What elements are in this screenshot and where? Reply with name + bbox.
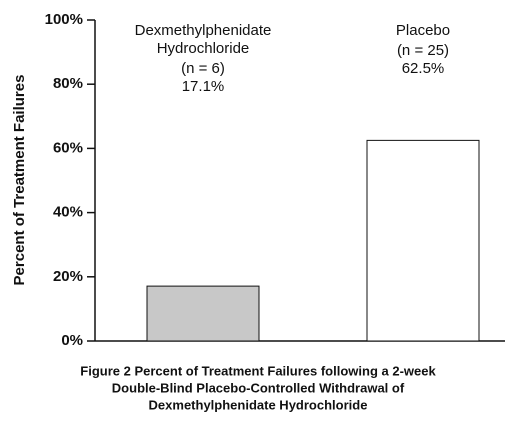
- n-label: (n = 25): [396, 42, 450, 59]
- caption: Dexmethylphenidate Hydrochloride: [149, 397, 368, 412]
- value-label: 62.5%: [401, 60, 445, 77]
- bar: [366, 139, 480, 342]
- caption: Double-Blind Placebo-Controlled Withdraw…: [112, 380, 405, 395]
- y-tick-label: 0%: [61, 332, 83, 349]
- bar: [146, 285, 260, 342]
- y-tick-label: 80%: [53, 75, 83, 92]
- y-tick-label: 20%: [53, 268, 83, 285]
- value-label: 17.1%: [181, 78, 225, 95]
- y-tick-label: 60%: [53, 139, 83, 156]
- category-label: Dexmethylphenidate Hydrochloride: [134, 22, 272, 57]
- y-axis-label: Percent of Treatment Failures: [11, 75, 28, 286]
- category-label: Placebo: [395, 22, 451, 39]
- n-label: (n = 6): [181, 60, 225, 77]
- y-tick-label: 40%: [53, 204, 83, 221]
- y-tick-label: 100%: [45, 11, 83, 28]
- caption: Figure 2 Percent of Treatment Failures f…: [80, 363, 436, 378]
